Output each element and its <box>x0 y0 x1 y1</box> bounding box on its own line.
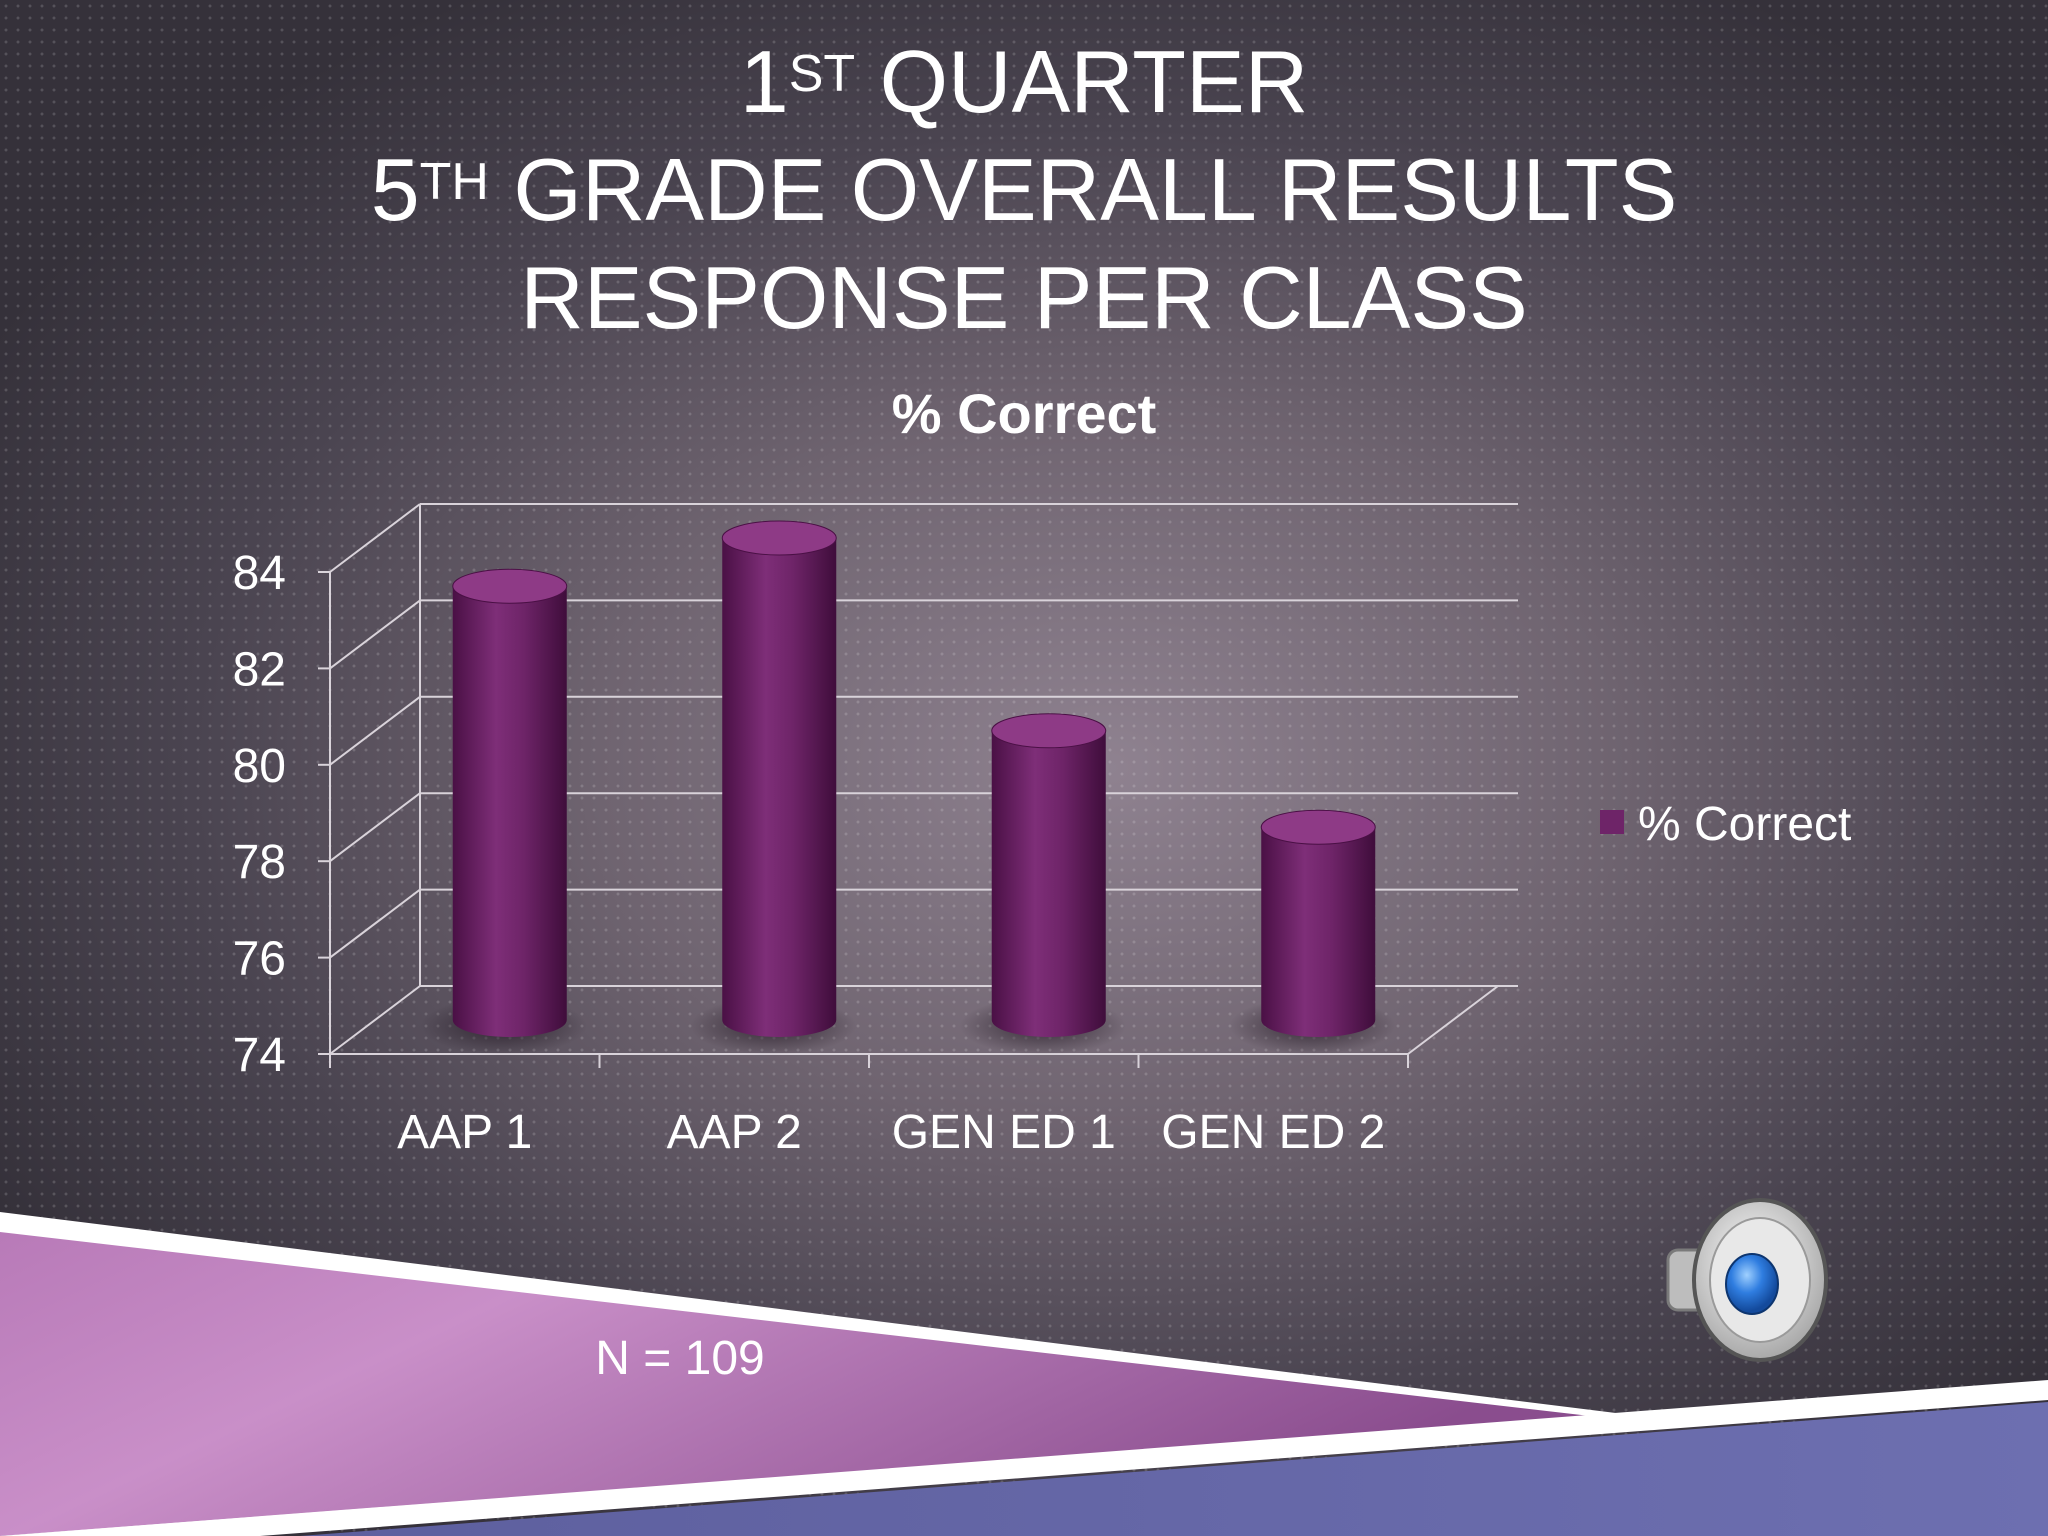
y-tick-label: 80 <box>233 740 286 793</box>
bar-top <box>1260 809 1376 845</box>
y-tick-label: 82 <box>233 643 286 696</box>
title-line-3: Response per Class <box>520 248 1528 347</box>
bar-body <box>452 586 567 1037</box>
y-tick-label: 78 <box>233 836 286 889</box>
bar-body <box>991 730 1106 1037</box>
axis-ticks: 74 76 78 80 82 84 AAP 1 AAP 2 GEN ED 1 GEN ED 2 <box>233 547 1409 1159</box>
slide-title: 1st Quarter 5th Grade Overall Results Re… <box>0 28 2048 352</box>
bar <box>721 520 837 1037</box>
x-tick-label: GEN ED 1 <box>892 1106 1116 1159</box>
bars <box>452 520 1376 1037</box>
bar-top <box>991 713 1107 749</box>
legend: % Correct <box>1600 798 1851 851</box>
white-stripe-lower <box>0 1380 2048 1536</box>
y-tick-label: 76 <box>233 933 286 986</box>
y-tick-label: 84 <box>233 547 286 600</box>
title-line-2: 5th Grade Overall Results <box>370 140 1678 239</box>
chart-title: % Correct <box>892 382 1157 445</box>
legend-label: % Correct <box>1638 798 1851 851</box>
bar <box>1260 809 1376 1037</box>
bar <box>452 568 568 1037</box>
gridline-diagonal <box>329 792 421 862</box>
gridline-diagonal <box>329 888 421 959</box>
bar-top <box>721 520 837 556</box>
bar <box>991 713 1107 1037</box>
x-tick-label: AAP 1 <box>397 1106 532 1159</box>
bar-body <box>1261 827 1376 1037</box>
gridline-diagonal <box>329 696 421 766</box>
gridline-diagonal <box>329 985 421 1055</box>
floor-right-edge <box>1407 985 1499 1055</box>
x-tick-label: GEN ED 2 <box>1161 1106 1385 1159</box>
speaker-icon[interactable] <box>1660 1190 1840 1370</box>
bar-body <box>722 538 837 1037</box>
gridline-diagonal <box>329 503 421 573</box>
legend-swatch <box>1600 810 1624 834</box>
bar-top <box>452 568 568 604</box>
gridline-diagonal <box>329 599 421 670</box>
title-line-1: 1st Quarter <box>739 32 1309 131</box>
x-tick-label: AAP 2 <box>667 1106 802 1159</box>
blue-band <box>300 1402 2048 1536</box>
y-tick-label: 74 <box>233 1029 286 1082</box>
pink-band <box>0 1232 1590 1536</box>
sample-size-note: N = 109 <box>595 1332 764 1385</box>
